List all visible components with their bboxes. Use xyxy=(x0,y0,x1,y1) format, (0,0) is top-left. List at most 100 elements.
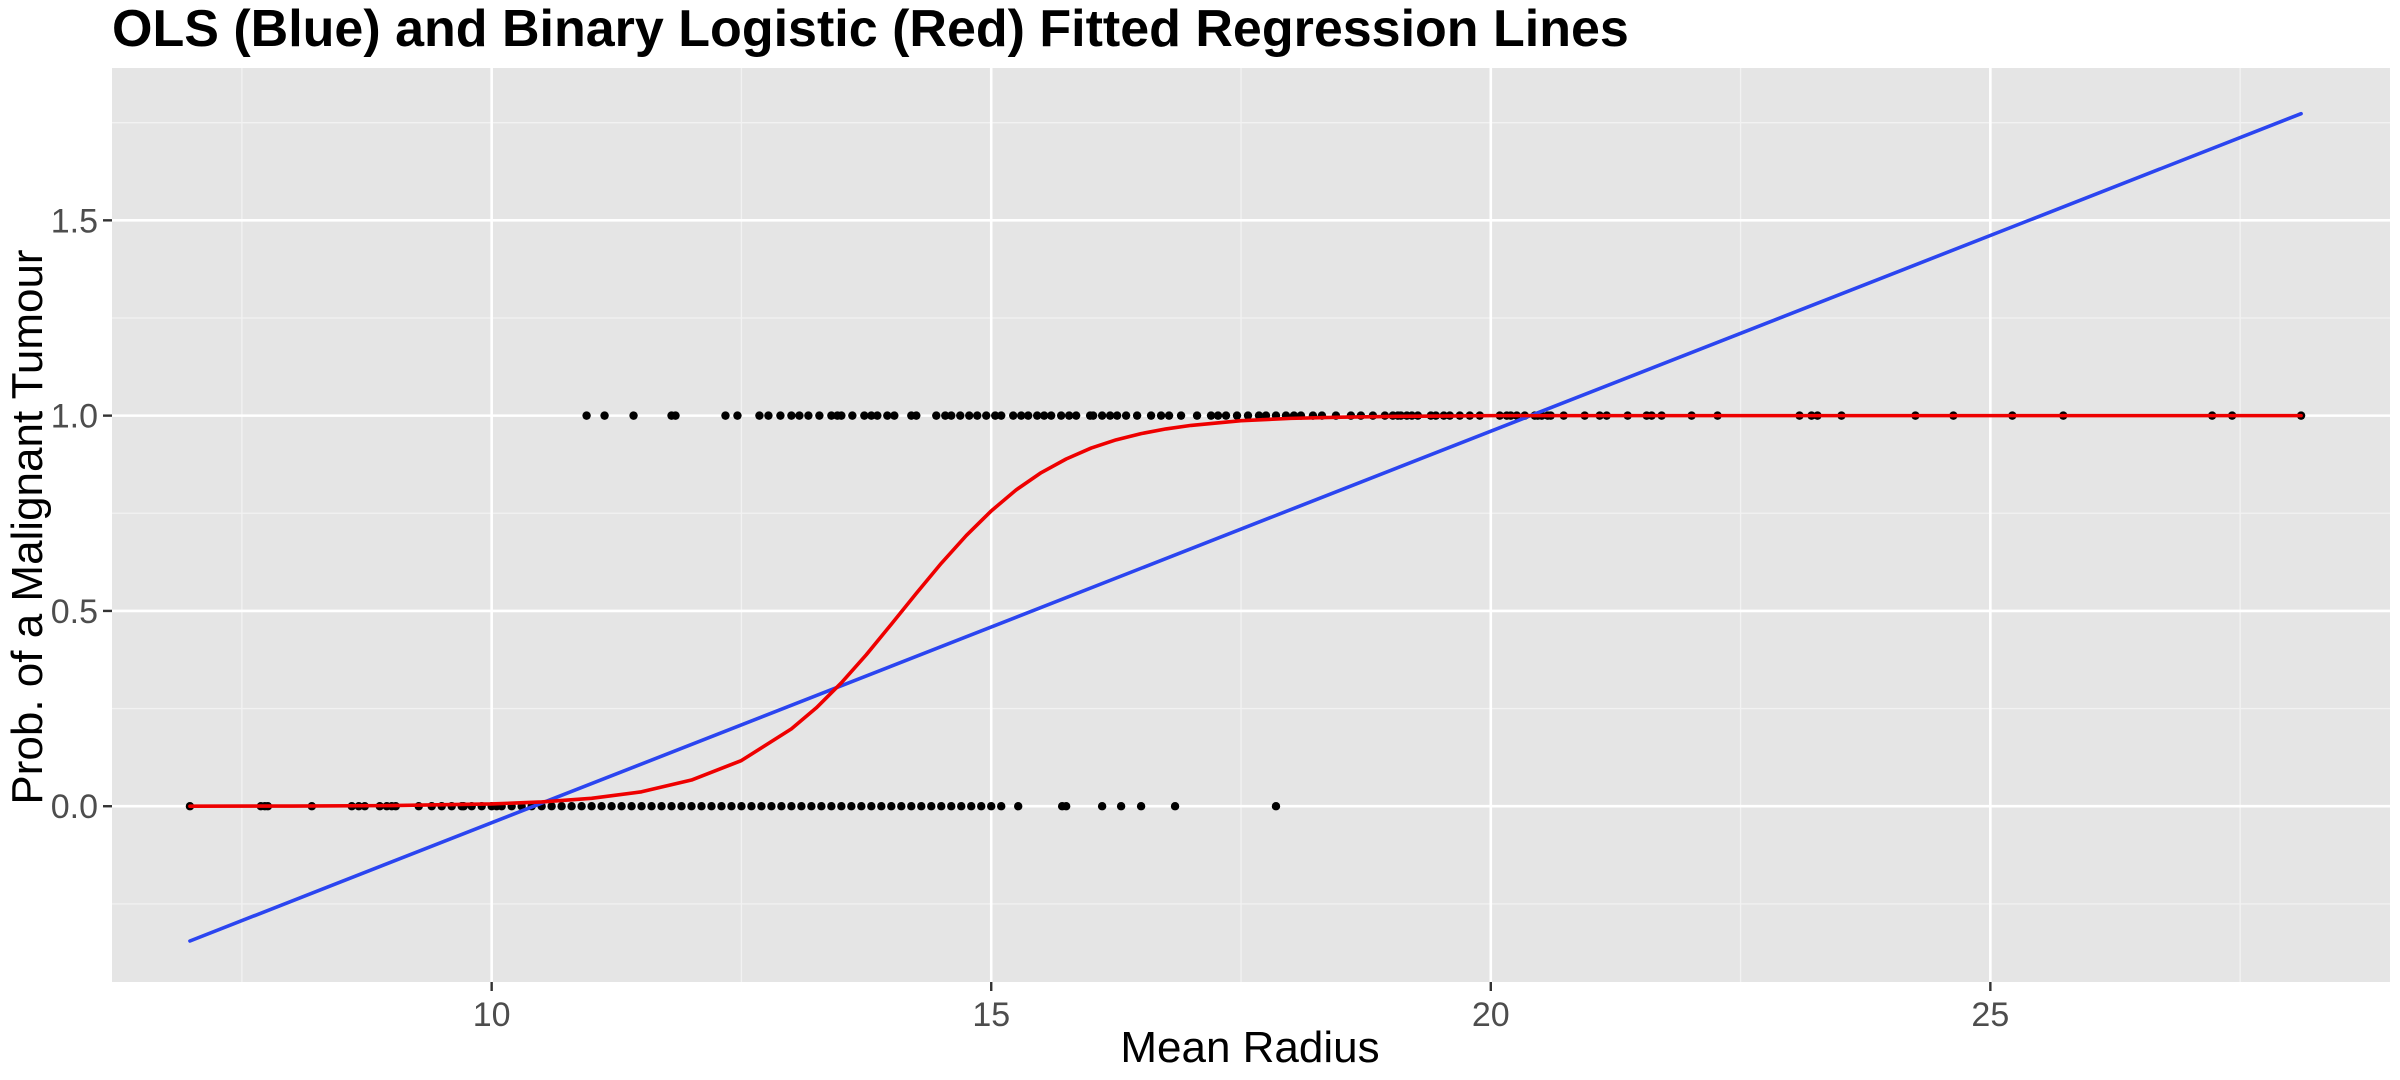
data-point-benign xyxy=(807,802,816,811)
data-point-benign xyxy=(1061,802,1071,811)
data-point-malignant xyxy=(1009,411,1018,420)
data-point-malignant xyxy=(671,411,680,420)
data-point-malignant xyxy=(956,411,965,420)
data-point-benign xyxy=(637,802,646,811)
data-point-benign xyxy=(977,802,986,811)
data-point-benign xyxy=(657,802,666,811)
data-point-benign xyxy=(847,802,856,811)
data-point-benign xyxy=(677,802,686,811)
data-point-benign xyxy=(987,802,996,811)
x-tick-label: 15 xyxy=(972,996,1010,1034)
data-point-malignant xyxy=(848,411,857,420)
data-point-benign xyxy=(767,802,776,811)
data-point-malignant xyxy=(1071,411,1081,420)
data-point-malignant xyxy=(1213,411,1223,420)
data-point-malignant xyxy=(1192,411,1202,420)
data-point-benign xyxy=(567,802,576,811)
data-point-malignant xyxy=(582,411,591,420)
data-point-benign xyxy=(717,802,726,811)
data-point-benign xyxy=(697,802,706,811)
data-point-malignant xyxy=(1254,411,1264,420)
data-point-malignant xyxy=(1112,411,1122,420)
data-point-malignant xyxy=(883,411,892,420)
fitted-lines xyxy=(188,111,2303,943)
data-point-malignant xyxy=(1064,411,1074,420)
data-point-malignant xyxy=(721,411,730,420)
data-point-malignant xyxy=(764,411,773,420)
data-point-malignant xyxy=(973,411,982,420)
data-point-malignant xyxy=(1243,411,1253,420)
y-tick-label: 0.5 xyxy=(51,593,98,631)
x-tick-label: 25 xyxy=(1971,996,2009,1034)
x-axis: 10 15 20 25 xyxy=(473,982,2009,1034)
y-axis-title: Prob. of a Malignant Tumour xyxy=(3,249,52,804)
data-point-malignant xyxy=(629,411,638,420)
data-point-benign xyxy=(607,802,616,811)
data-point-benign xyxy=(787,802,796,811)
data-point-malignant xyxy=(1232,411,1242,420)
data-point-malignant xyxy=(1023,411,1033,420)
data-point-benign xyxy=(1170,802,1180,811)
data-point-malignant xyxy=(965,411,974,420)
data-point-malignant xyxy=(733,411,742,420)
data-point-malignant xyxy=(860,411,869,420)
data-point-malignant xyxy=(932,411,941,420)
data-point-benign xyxy=(707,802,716,811)
y-tick-label: 1.0 xyxy=(51,398,98,436)
data-point-malignant xyxy=(1156,411,1166,420)
data-point-malignant xyxy=(1105,411,1115,420)
data-point-benign xyxy=(647,802,656,811)
data-point-malignant xyxy=(827,411,836,420)
data-point-benign xyxy=(727,802,736,811)
data-point-benign xyxy=(917,802,926,811)
data-point-benign xyxy=(687,802,696,811)
data-point-malignant xyxy=(1221,411,1231,420)
x-tick-label: 10 xyxy=(473,996,511,1034)
data-point-malignant xyxy=(947,411,956,420)
data-point-benign xyxy=(957,802,966,811)
data-point-benign xyxy=(907,802,916,811)
y-tick-label: 1.5 xyxy=(51,202,98,240)
data-point-malignant xyxy=(600,411,609,420)
major-gridlines xyxy=(112,68,2390,982)
data-point-benign xyxy=(747,802,756,811)
data-point-benign xyxy=(927,802,936,811)
data-point-malignant xyxy=(1032,411,1042,420)
data-point-benign xyxy=(667,802,676,811)
data-point-malignant xyxy=(1088,411,1098,420)
data-point-benign xyxy=(757,802,766,811)
data-point-malignant xyxy=(890,411,899,420)
data-point-malignant xyxy=(1146,411,1156,420)
data-point-benign xyxy=(837,802,846,811)
data-point-malignant xyxy=(804,411,813,420)
data-point-benign xyxy=(737,802,746,811)
x-axis-title: Mean Radius xyxy=(1120,1023,1379,1072)
data-point-malignant xyxy=(795,411,804,420)
data-point-malignant xyxy=(1164,411,1174,420)
data-point-malignant xyxy=(912,411,921,420)
x-tick-label: 20 xyxy=(1472,996,1510,1034)
data-point-benign xyxy=(597,802,606,811)
data-point-malignant xyxy=(1039,411,1049,420)
data-point-malignant xyxy=(787,411,796,420)
data-point-malignant xyxy=(982,411,991,420)
data-point-malignant xyxy=(1017,411,1026,420)
data-point-benign xyxy=(1136,802,1146,811)
data-point-benign xyxy=(577,802,586,811)
data-point-malignant xyxy=(1132,411,1142,420)
data-point-malignant xyxy=(997,411,1006,420)
data-point-benign xyxy=(777,802,786,811)
data-point-malignant xyxy=(991,411,1000,420)
y-tick-label: 0.0 xyxy=(51,788,98,826)
data-point-benign xyxy=(627,802,636,811)
data-point-benign xyxy=(797,802,806,811)
data-point-malignant xyxy=(776,411,785,420)
data-point-malignant xyxy=(1206,411,1216,420)
data-point-benign xyxy=(1271,802,1281,811)
data-point-malignant xyxy=(1176,411,1186,420)
logistic-fitted-line xyxy=(188,413,2303,809)
data-point-benign xyxy=(587,802,596,811)
data-point-malignant xyxy=(837,411,846,420)
chart-title: OLS (Blue) and Binary Logistic (Red) Fit… xyxy=(112,0,1629,58)
